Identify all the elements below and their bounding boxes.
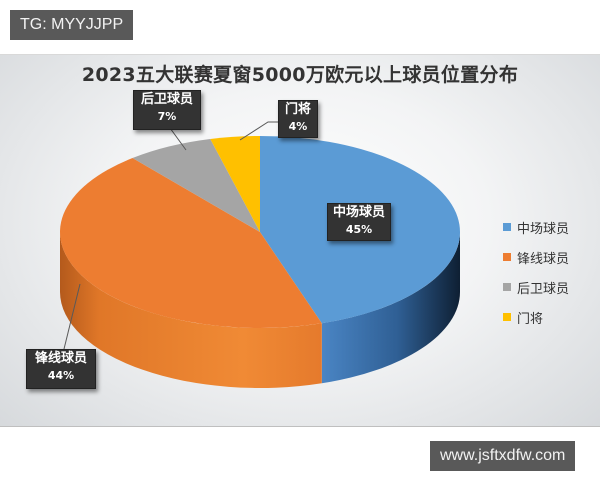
data-label-defender: 后卫球员 7% (133, 90, 201, 130)
data-label-name: 中场球员 (332, 205, 385, 220)
leader-line-goalkeeper (239, 121, 278, 141)
legend-item-defender: 后卫球员 (503, 272, 569, 302)
legend-label: 中场球员 (517, 221, 570, 237)
data-label-pct: 7% (157, 110, 177, 123)
data-label-name: 后卫球员 (140, 92, 193, 107)
leader-line-defender (169, 127, 187, 151)
leader-line-forward (63, 283, 81, 350)
data-label-pct: 44% (47, 369, 75, 382)
data-label-forward: 锋线球员 44% (26, 349, 96, 389)
chart-legend: 中场球员 锋线球员 后卫球员 门将 (503, 212, 569, 332)
pie-side-midfielder (321, 232, 460, 384)
data-label-pct: 4% (288, 120, 308, 133)
chart-title: 2023五大联赛夏窗5000万欧元以上球员位置分布 (81, 64, 519, 86)
legend-label: 锋线球员 (517, 251, 570, 267)
data-label-name: 门将 (284, 102, 311, 117)
data-label-name: 锋线球员 (34, 351, 87, 366)
data-label-pct: 45% (345, 223, 373, 236)
legend-item-forward: 锋线球员 (503, 242, 569, 272)
pie-side-forward (60, 232, 322, 388)
pie-slice-forward (59, 158, 322, 329)
pie-slice-defender (132, 139, 260, 232)
legend-item-goalkeeper: 门将 (503, 302, 569, 332)
legend-label: 门将 (517, 311, 544, 327)
legend-swatch-icon (503, 313, 511, 321)
data-label-midfielder: 中场球员 45% (327, 203, 391, 241)
tg-watermark-badge: TG: MYYJJPP (10, 10, 134, 40)
data-label-goalkeeper: 门将 4% (278, 100, 318, 138)
legend-swatch-icon (503, 253, 511, 261)
legend-item-midfielder: 中场球员 (503, 212, 569, 242)
pie-slice-goalkeeper (210, 136, 260, 232)
legend-label: 后卫球员 (517, 281, 570, 297)
legend-swatch-icon (503, 223, 511, 231)
legend-swatch-icon (503, 283, 511, 291)
site-watermark-badge: www.jsftxdfw.com (430, 441, 576, 471)
